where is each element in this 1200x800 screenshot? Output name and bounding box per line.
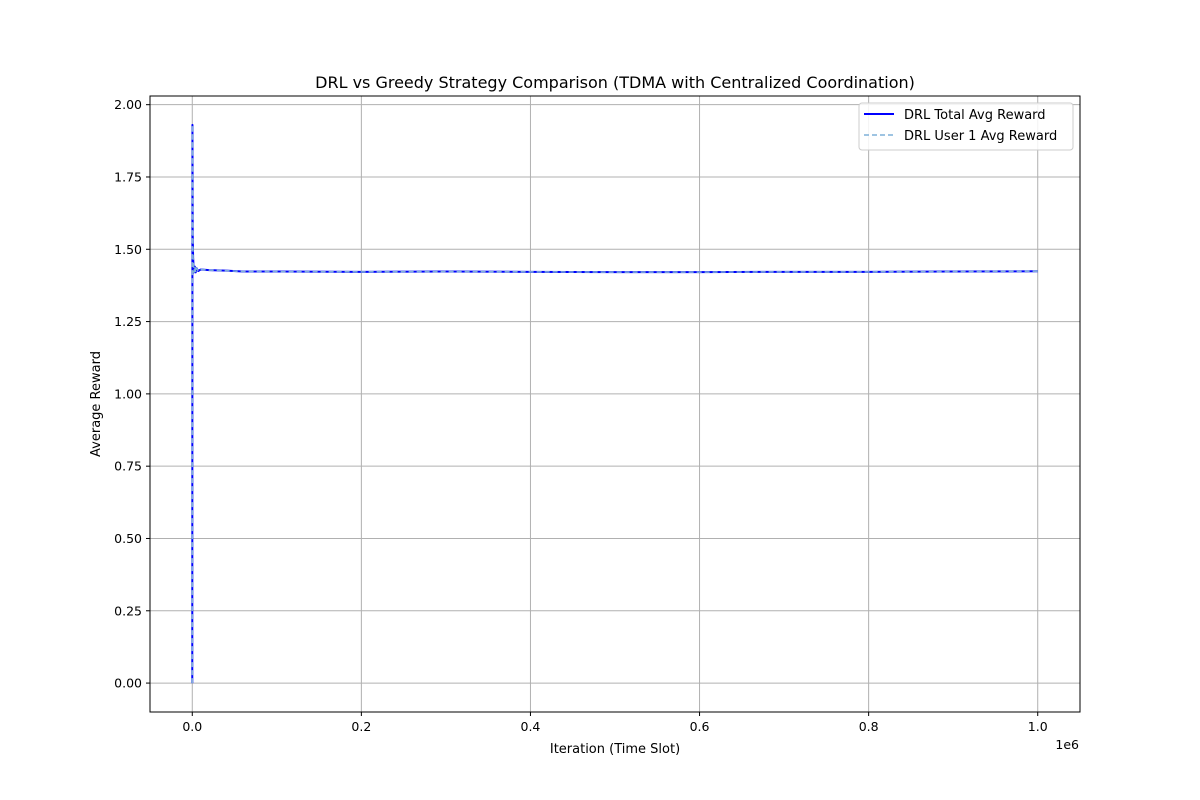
x-tick-label: 1.0 (1028, 719, 1048, 734)
y-tick-label: 1.00 (114, 386, 142, 401)
x-axis-ticks: 0.0 0.2 0.4 0.6 0.8 1.0 (182, 712, 1048, 734)
legend: DRL Total Avg Reward DRL User 1 Avg Rewa… (858, 102, 1074, 151)
plot-frame (149, 95, 1081, 713)
x-tick-label: 0.6 (690, 719, 710, 734)
y-tick-label: 1.25 (114, 314, 142, 329)
y-axis-ticks: 0.00 0.25 0.50 0.75 1.00 1.25 1.50 1.75 2.00 (114, 97, 150, 691)
x-tick-label: 0.4 (521, 719, 541, 734)
x-axis-label: Iteration (Time Slot) (550, 742, 680, 757)
legend-label-drl-total: DRL Total Avg Reward (904, 108, 1046, 123)
x-axis-offset-label: 1e6 (1055, 737, 1079, 752)
y-tick-label: 0.00 (114, 676, 142, 691)
y-tick-label: 1.50 (114, 242, 142, 257)
plot-lines (191, 123, 1038, 684)
legend-label-drl-user1: DRL User 1 Avg Reward (904, 129, 1057, 144)
x-tick-label: 0.0 (182, 719, 202, 734)
y-tick-label: 1.75 (114, 169, 142, 184)
series-line-drl-user1 (191, 124, 1038, 684)
y-axis-label: Average Reward (89, 351, 104, 457)
y-tick-label: 2.00 (114, 97, 142, 112)
y-tick-label: 0.50 (114, 531, 142, 546)
y-tick-label: 0.75 (114, 459, 142, 474)
grid (150, 96, 1080, 712)
x-tick-label: 0.8 (859, 719, 879, 734)
chart-title: DRL vs Greedy Strategy Comparison (TDMA … (315, 73, 915, 92)
y-tick-label: 0.25 (114, 603, 142, 618)
x-tick-label: 0.2 (351, 719, 371, 734)
legend-box (858, 102, 1074, 151)
